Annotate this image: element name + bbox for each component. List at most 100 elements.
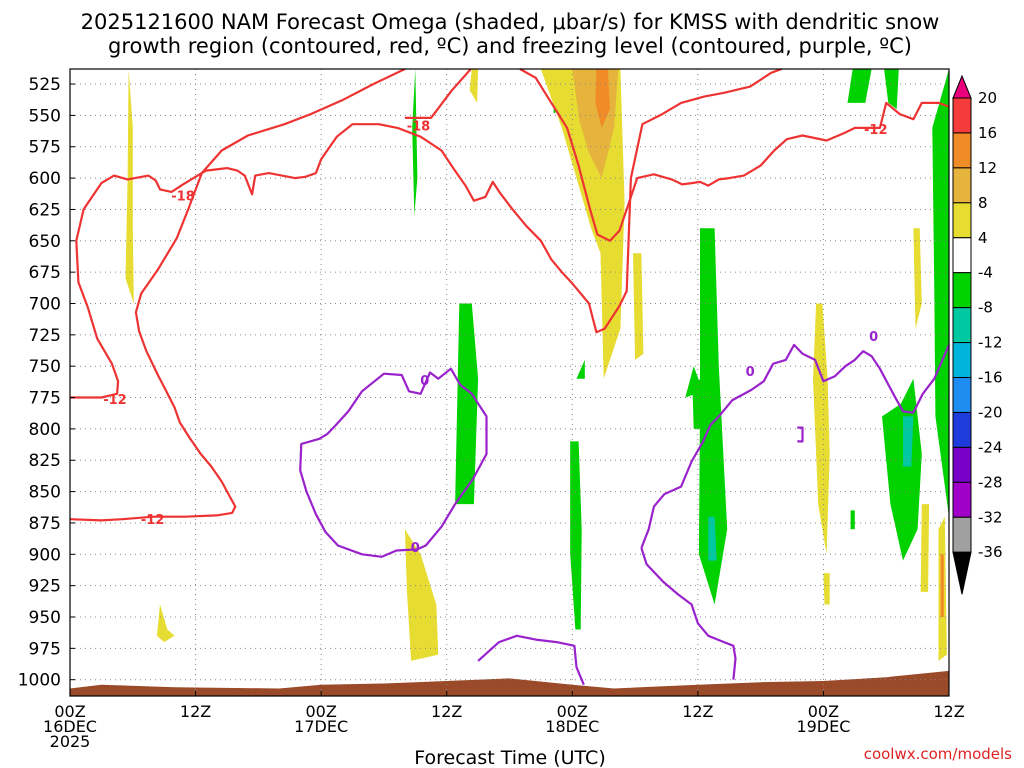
- plot-area: [70, 69, 949, 696]
- freezing-level-contour-line: [797, 426, 804, 443]
- omega-shaded-region: [850, 510, 855, 530]
- colorbar-tick-label: -20: [978, 403, 1003, 421]
- y-tick-label: 875: [29, 514, 61, 534]
- colorbar-top-triangle: [952, 74, 972, 99]
- colorbar-bin: [952, 342, 972, 379]
- freezing-level-contour-line: [477, 634, 585, 686]
- y-tick-label: 750: [29, 357, 61, 377]
- y-tick-label: 1000: [18, 671, 61, 691]
- dendritic-contour-label: -18: [407, 119, 431, 134]
- x-tick-label: 00Z: [305, 702, 336, 721]
- omega-shaded-region: [823, 573, 830, 605]
- y-tick-label: 975: [29, 639, 61, 659]
- freezing-level-contour-label: 0: [869, 330, 878, 345]
- credit-text: coolwx.com/models: [864, 745, 1012, 763]
- y-tick-label: 825: [29, 451, 61, 471]
- omega-shaded-region: [940, 554, 944, 617]
- colorbar-bin: [952, 237, 972, 274]
- y-tick-label: 525: [29, 75, 61, 95]
- x-tick-label: 17DEC: [294, 717, 348, 736]
- terrain-fill: [70, 670, 949, 696]
- omega-shaded-region: [698, 228, 728, 605]
- colorbar-tick-label: -28: [978, 473, 1003, 491]
- omega-shaded-region: [884, 69, 899, 110]
- x-tick-label: 12Z: [431, 702, 462, 721]
- y-tick-label: 550: [29, 106, 61, 126]
- y-tick-label: 800: [29, 420, 61, 440]
- colorbar-bin: [952, 516, 972, 553]
- colorbar-tick-label: 16: [978, 124, 997, 142]
- x-tick-label: 18DEC: [545, 717, 599, 736]
- y-tick-label: 625: [29, 200, 61, 220]
- y-tick-label: 575: [29, 138, 61, 158]
- dendritic-contour-label: -12: [864, 123, 888, 138]
- colorbar-bin: [952, 202, 972, 239]
- colorbar-bin: [952, 272, 972, 309]
- colorbar-tick-label: -32: [978, 508, 1003, 526]
- x-tick-label: 16DEC: [43, 717, 97, 736]
- omega-shaded-region: [847, 69, 872, 103]
- freezing-level-contour-label: 0: [746, 365, 755, 380]
- x-tick-label: 2025: [50, 732, 91, 751]
- omega-shaded-region: [576, 359, 585, 379]
- colorbar-bin: [952, 411, 972, 448]
- dendritic-contour-label: -18: [171, 190, 195, 205]
- freezing-level-contour-line: [299, 367, 488, 558]
- colorbar-bin: [952, 446, 972, 483]
- dendritic-contour-line: [70, 67, 782, 399]
- y-tick-label: 600: [29, 169, 61, 189]
- colorbar-bin: [952, 97, 972, 134]
- y-tick-label: 850: [29, 483, 61, 503]
- y-axis: 525 550 575 600 625 650 675 700 725 750 775 800 825 8…: [18, 75, 75, 691]
- omega-shaded-region: [156, 604, 175, 643]
- chart-title-line2: growth region (contoured, red, ºC) and f…: [108, 34, 912, 58]
- dendritic-contour-line: [519, 68, 950, 242]
- x-tick-label: 12Z: [180, 702, 211, 721]
- colorbar-bin: [952, 377, 972, 413]
- dendritic-contour-line: [404, 68, 472, 120]
- omega-shaded-region: [570, 441, 582, 630]
- colorbar-tick-label: -16: [978, 369, 1003, 387]
- colorbar-tick-label: -8: [978, 299, 993, 317]
- x-axis-label: Forecast Time (UTC): [414, 747, 605, 768]
- colorbar-tick-label: -24: [978, 438, 1003, 456]
- terrain-layer: [70, 670, 949, 696]
- dendritic-contour-label: -12: [103, 393, 127, 408]
- omega-shaded-region: [920, 504, 930, 592]
- x-tick-label: 00Z: [808, 702, 839, 721]
- omega-shaded-region: [595, 69, 610, 128]
- colorbar-bin: [952, 307, 972, 344]
- contour-layer: [69, 67, 951, 686]
- omega-shaded-region: [469, 69, 479, 103]
- colorbar-tick-label: 12: [978, 159, 997, 177]
- omega-shaded-region: [633, 253, 644, 360]
- dendritic-contour-line: [69, 68, 406, 522]
- dendritic-contour-label: -12: [141, 513, 165, 528]
- y-tick-label: 925: [29, 577, 61, 597]
- omega-shaded-region: [932, 69, 949, 517]
- colorbar-bin: [952, 167, 972, 204]
- colorbar-tick-label: -4: [978, 264, 993, 282]
- x-tick-label: 19DEC: [796, 717, 850, 736]
- omega-shaded-region: [455, 303, 479, 505]
- omega-shaded-region: [708, 516, 717, 561]
- x-tick-label: 12Z: [933, 702, 964, 721]
- colorbar-tick-label: 4: [978, 229, 988, 247]
- x-tick-label: 00Z: [54, 702, 85, 721]
- y-tick-label: 950: [29, 608, 61, 628]
- colorbar: 20 16 12 8 4 -4 -8 -12 -16 -20 -24 -28 -32 -36: [952, 74, 1003, 595]
- omega-shaded-region: [412, 69, 418, 216]
- freezing-level-contour-line: [640, 343, 951, 549]
- colorbar-bin: [952, 132, 972, 169]
- colorbar-bottom-triangle: [952, 551, 972, 595]
- y-tick-label: 675: [29, 263, 61, 283]
- chart-title-line1: 2025121600 NAM Forecast Omega (shaded, μ…: [81, 10, 940, 34]
- colorbar-tick-label: 8: [978, 194, 988, 212]
- colorbar-tick-label: -12: [978, 334, 1003, 352]
- y-tick-label: 700: [29, 294, 61, 314]
- x-tick-label: 00Z: [557, 702, 588, 721]
- colorbar-bin: [952, 481, 972, 518]
- freezing-level-contour-label: 0: [411, 541, 420, 556]
